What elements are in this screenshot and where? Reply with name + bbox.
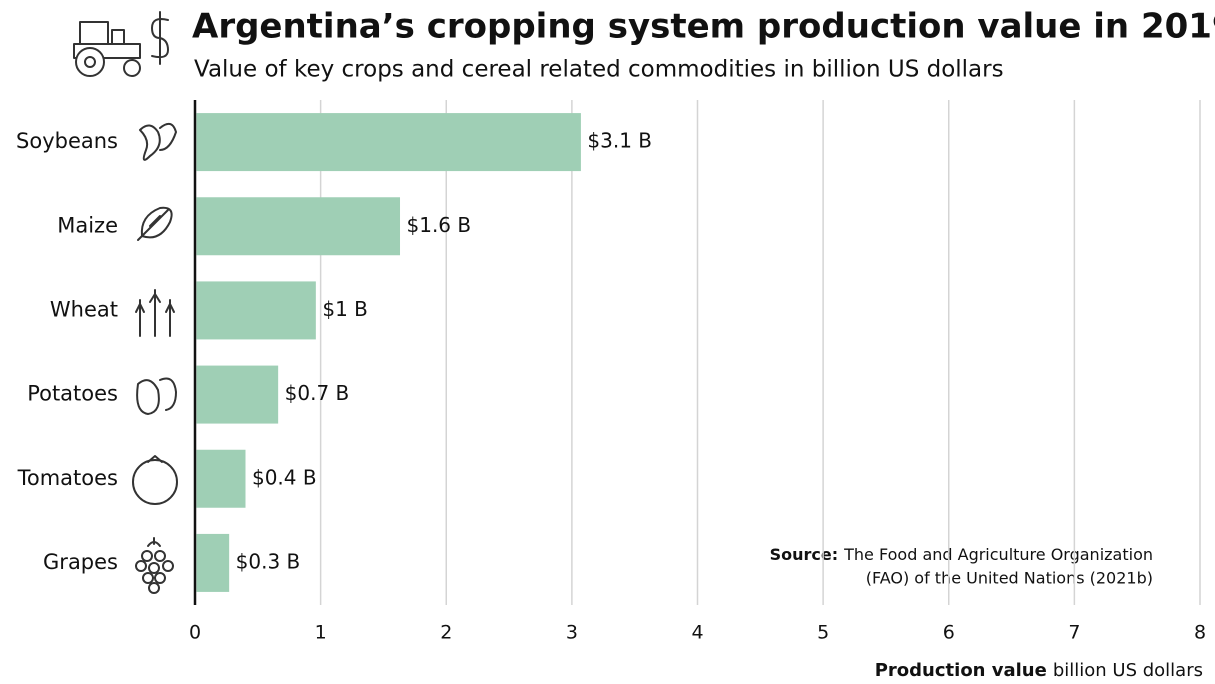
source-label: Source: bbox=[770, 545, 839, 564]
chart-subtitle: Value of key crops and cereal related co… bbox=[194, 57, 1004, 83]
x-axis-title-bold: Production value bbox=[875, 660, 1047, 681]
value-label: $0.7 B bbox=[285, 381, 350, 405]
tractor-icon bbox=[73, 21, 141, 77]
value-label: $1.6 B bbox=[407, 213, 472, 237]
x-axis-title: Production value billion US dollars bbox=[875, 660, 1203, 681]
value-label: $1 B bbox=[322, 297, 368, 321]
x-tick-label: 8 bbox=[1194, 622, 1206, 644]
bar bbox=[196, 113, 581, 172]
value-label: $3.1 B bbox=[587, 129, 652, 153]
y-tick-label: Tomatoes bbox=[17, 466, 118, 490]
bar bbox=[196, 533, 230, 592]
x-tick-label: 4 bbox=[691, 622, 703, 644]
value-label: $0.4 B bbox=[252, 465, 317, 489]
value-label: $0.3 B bbox=[236, 549, 301, 573]
chart-title: Argentina’s cropping system production v… bbox=[192, 7, 1215, 47]
crop-icons bbox=[132, 122, 178, 594]
x-tick-label: 6 bbox=[943, 622, 955, 644]
x-tick-label: 5 bbox=[817, 622, 829, 644]
bar bbox=[196, 197, 401, 256]
y-tick-label: Maize bbox=[57, 213, 118, 237]
bar bbox=[196, 365, 279, 424]
bar bbox=[196, 281, 316, 340]
y-tick-label: Wheat bbox=[50, 297, 118, 321]
x-tick-label: 7 bbox=[1068, 622, 1080, 644]
source-line: Source: The Food and Agriculture Organiza… bbox=[770, 545, 1153, 564]
x-tick-label: 3 bbox=[566, 622, 578, 644]
source-text: The Food and Agriculture Organization bbox=[843, 545, 1153, 564]
y-tick-label: Grapes bbox=[43, 550, 118, 574]
x-axis-title-unit: billion US dollars bbox=[1053, 660, 1203, 681]
x-tick-label: 0 bbox=[189, 622, 201, 644]
dollar-icon bbox=[151, 11, 169, 65]
x-tick-label: 2 bbox=[440, 622, 452, 644]
bar bbox=[196, 449, 246, 508]
source-text: (FAO) of the United Nations (2021b) bbox=[866, 569, 1153, 588]
y-tick-label: Potatoes bbox=[27, 382, 118, 406]
x-tick-label: 1 bbox=[315, 622, 327, 644]
y-tick-label: Soybeans bbox=[16, 129, 118, 153]
